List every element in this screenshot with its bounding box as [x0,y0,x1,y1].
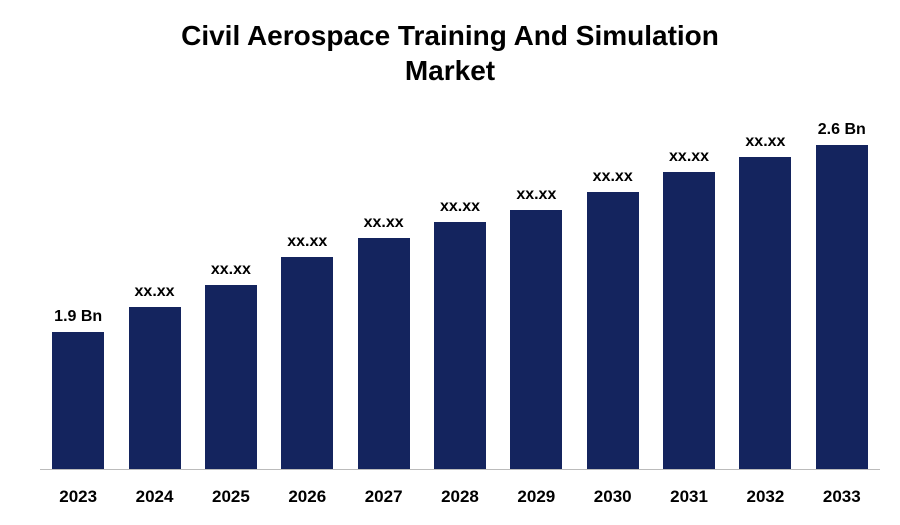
bar [129,307,181,469]
bar-group: xx.xx [727,120,803,469]
bar-value-label: 2.6 Bn [818,121,866,139]
bar [663,172,715,469]
bar-value-label: xx.xx [745,133,785,151]
x-axis-label: 2032 [727,487,803,507]
bar [205,285,257,469]
bar [816,145,868,469]
bar-value-label: xx.xx [135,283,175,301]
x-axis-label: 2033 [804,487,880,507]
x-axis-label: 2028 [422,487,498,507]
x-axis-label: 2026 [269,487,345,507]
bar-value-label: xx.xx [211,261,251,279]
x-axis-label: 2029 [498,487,574,507]
chart-plot-area: 1.9 Bn xx.xx xx.xx xx.xx xx.xx xx.xx xx.xx xx.x… [40,120,880,470]
bar-value-label: xx.xx [364,214,404,232]
chart-title-line2: Market [0,53,900,88]
x-axis-labels: 2023202420252026202720282029203020312032… [40,487,880,507]
bar-value-label: xx.xx [669,148,709,166]
bar [587,192,639,469]
bar-group: xx.xx [116,120,192,469]
x-axis-label: 2023 [40,487,116,507]
x-axis-label: 2024 [116,487,192,507]
bar-group: xx.xx [269,120,345,469]
bar-value-label: xx.xx [593,168,633,186]
chart-title-line1: Civil Aerospace Training And Simulation [0,18,900,53]
x-axis-label: 2027 [345,487,421,507]
x-axis-label: 2031 [651,487,727,507]
bar-group: xx.xx [193,120,269,469]
bar-value-label: xx.xx [287,233,327,251]
bar-group: 1.9 Bn [40,120,116,469]
bar-group: xx.xx [422,120,498,469]
bars-container: 1.9 Bn xx.xx xx.xx xx.xx xx.xx xx.xx xx.xx xx.x… [40,120,880,470]
x-axis-label: 2030 [575,487,651,507]
chart-title: Civil Aerospace Training And Simulation … [0,0,900,88]
bar [358,238,410,469]
bar-value-label: xx.xx [516,186,556,204]
bar-group: xx.xx [345,120,421,469]
bar [510,210,562,469]
bar [52,332,104,469]
bar [739,157,791,469]
bar-group: xx.xx [575,120,651,469]
bar-group: 2.6 Bn [804,120,880,469]
bar-value-label: xx.xx [440,198,480,216]
bar-group: xx.xx [498,120,574,469]
bar [434,222,486,469]
bar-value-label: 1.9 Bn [54,308,102,326]
bar [281,257,333,469]
bar-group: xx.xx [651,120,727,469]
x-axis-label: 2025 [193,487,269,507]
